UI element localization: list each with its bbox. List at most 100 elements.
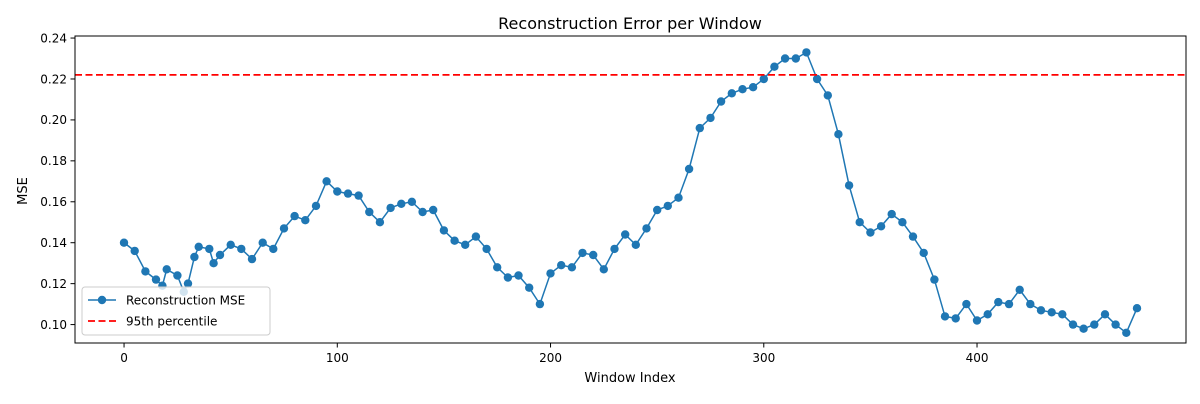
data-point (397, 199, 406, 208)
plot-frame (74, 35, 1187, 344)
data-point (642, 224, 651, 233)
data-point (226, 240, 235, 249)
data-point (173, 271, 182, 280)
data-point (738, 85, 747, 94)
data-point (812, 74, 822, 84)
data-point (631, 240, 640, 249)
data-point (759, 74, 768, 84)
data-point (205, 244, 214, 254)
data-point (354, 191, 363, 200)
data-point (429, 205, 438, 215)
data-point (450, 236, 459, 245)
data-point (930, 275, 939, 284)
data-point (1026, 299, 1035, 309)
chart-title: Reconstruction Error per Window (498, 14, 762, 33)
y-tick-label: 0.22 (40, 72, 67, 86)
data-point (375, 218, 385, 227)
x-axis-label: Window Index (584, 371, 675, 386)
data-point (503, 273, 513, 282)
data-point (663, 201, 672, 211)
data-point (972, 316, 982, 325)
data-point (770, 62, 779, 71)
data-point (994, 297, 1003, 307)
data-point (887, 209, 896, 219)
data-point (557, 261, 566, 270)
data-point (876, 222, 886, 231)
y-tick-label: 0.24 (40, 31, 67, 45)
data-point (1122, 328, 1131, 337)
data-point (940, 312, 950, 321)
data-point (1004, 299, 1014, 309)
data-point (247, 254, 257, 264)
axes-layer: 0 100 200 300 400 0.10 0.12 0.14 0.16 0.18 0.20 0.2… (40, 31, 1187, 365)
legend-label-mse: Reconstruction MSE (126, 293, 245, 307)
data-point (333, 187, 342, 196)
data-point (653, 205, 662, 215)
x-tick-label: 100 (326, 351, 349, 365)
data-point (866, 228, 875, 237)
data-point (535, 299, 545, 309)
data-point (418, 207, 427, 217)
data-point (269, 244, 278, 254)
data-point (706, 113, 715, 123)
data-point (525, 283, 534, 292)
data-point (162, 265, 171, 274)
data-point (898, 218, 907, 227)
data-point (951, 314, 960, 323)
data-point (151, 275, 161, 284)
data-point (674, 193, 683, 202)
legend-marker-mse (97, 295, 107, 305)
data-point (962, 299, 971, 309)
data-point (908, 232, 918, 241)
data-point (802, 48, 811, 57)
data-point (1100, 310, 1110, 319)
data-point (482, 244, 491, 254)
data-point (578, 248, 587, 258)
data-point (546, 269, 555, 278)
y-tick-label: 0.20 (40, 113, 67, 127)
x-tick-label: 200 (539, 351, 562, 365)
data-point (727, 89, 736, 98)
data-point (183, 279, 193, 288)
data-point (343, 189, 353, 198)
data-point (279, 224, 289, 233)
data-point (844, 181, 854, 190)
data-point (1132, 304, 1142, 313)
y-tick-label: 0.16 (40, 195, 67, 209)
data-point (823, 91, 832, 100)
data-point (301, 216, 310, 225)
data-point (1111, 320, 1120, 329)
data-point (780, 54, 790, 63)
plot-layer (75, 48, 1186, 337)
data-point (471, 232, 481, 241)
data-point (1079, 324, 1088, 333)
data-point (493, 263, 502, 272)
data-point (311, 201, 321, 211)
data-point (461, 240, 470, 249)
data-point (716, 97, 726, 106)
data-point (610, 244, 619, 254)
data-point (589, 250, 598, 260)
x-tick-label: 300 (752, 351, 775, 365)
y-tick-label: 0.18 (40, 154, 67, 168)
series-line (123, 51, 1138, 334)
data-point (322, 177, 331, 186)
data-point (983, 310, 992, 319)
data-point (855, 218, 864, 227)
data-point (237, 244, 246, 254)
data-point (567, 263, 577, 272)
data-point (514, 271, 523, 280)
data-point (130, 246, 139, 256)
data-point (684, 164, 694, 174)
data-point (209, 259, 218, 268)
data-point (834, 130, 843, 139)
data-point (748, 83, 758, 92)
data-point (386, 203, 395, 213)
data-point (119, 238, 129, 247)
data-point (215, 250, 225, 260)
data-point (1015, 285, 1024, 294)
data-point (290, 211, 299, 221)
legend-box (81, 286, 271, 336)
data-point (258, 238, 267, 247)
